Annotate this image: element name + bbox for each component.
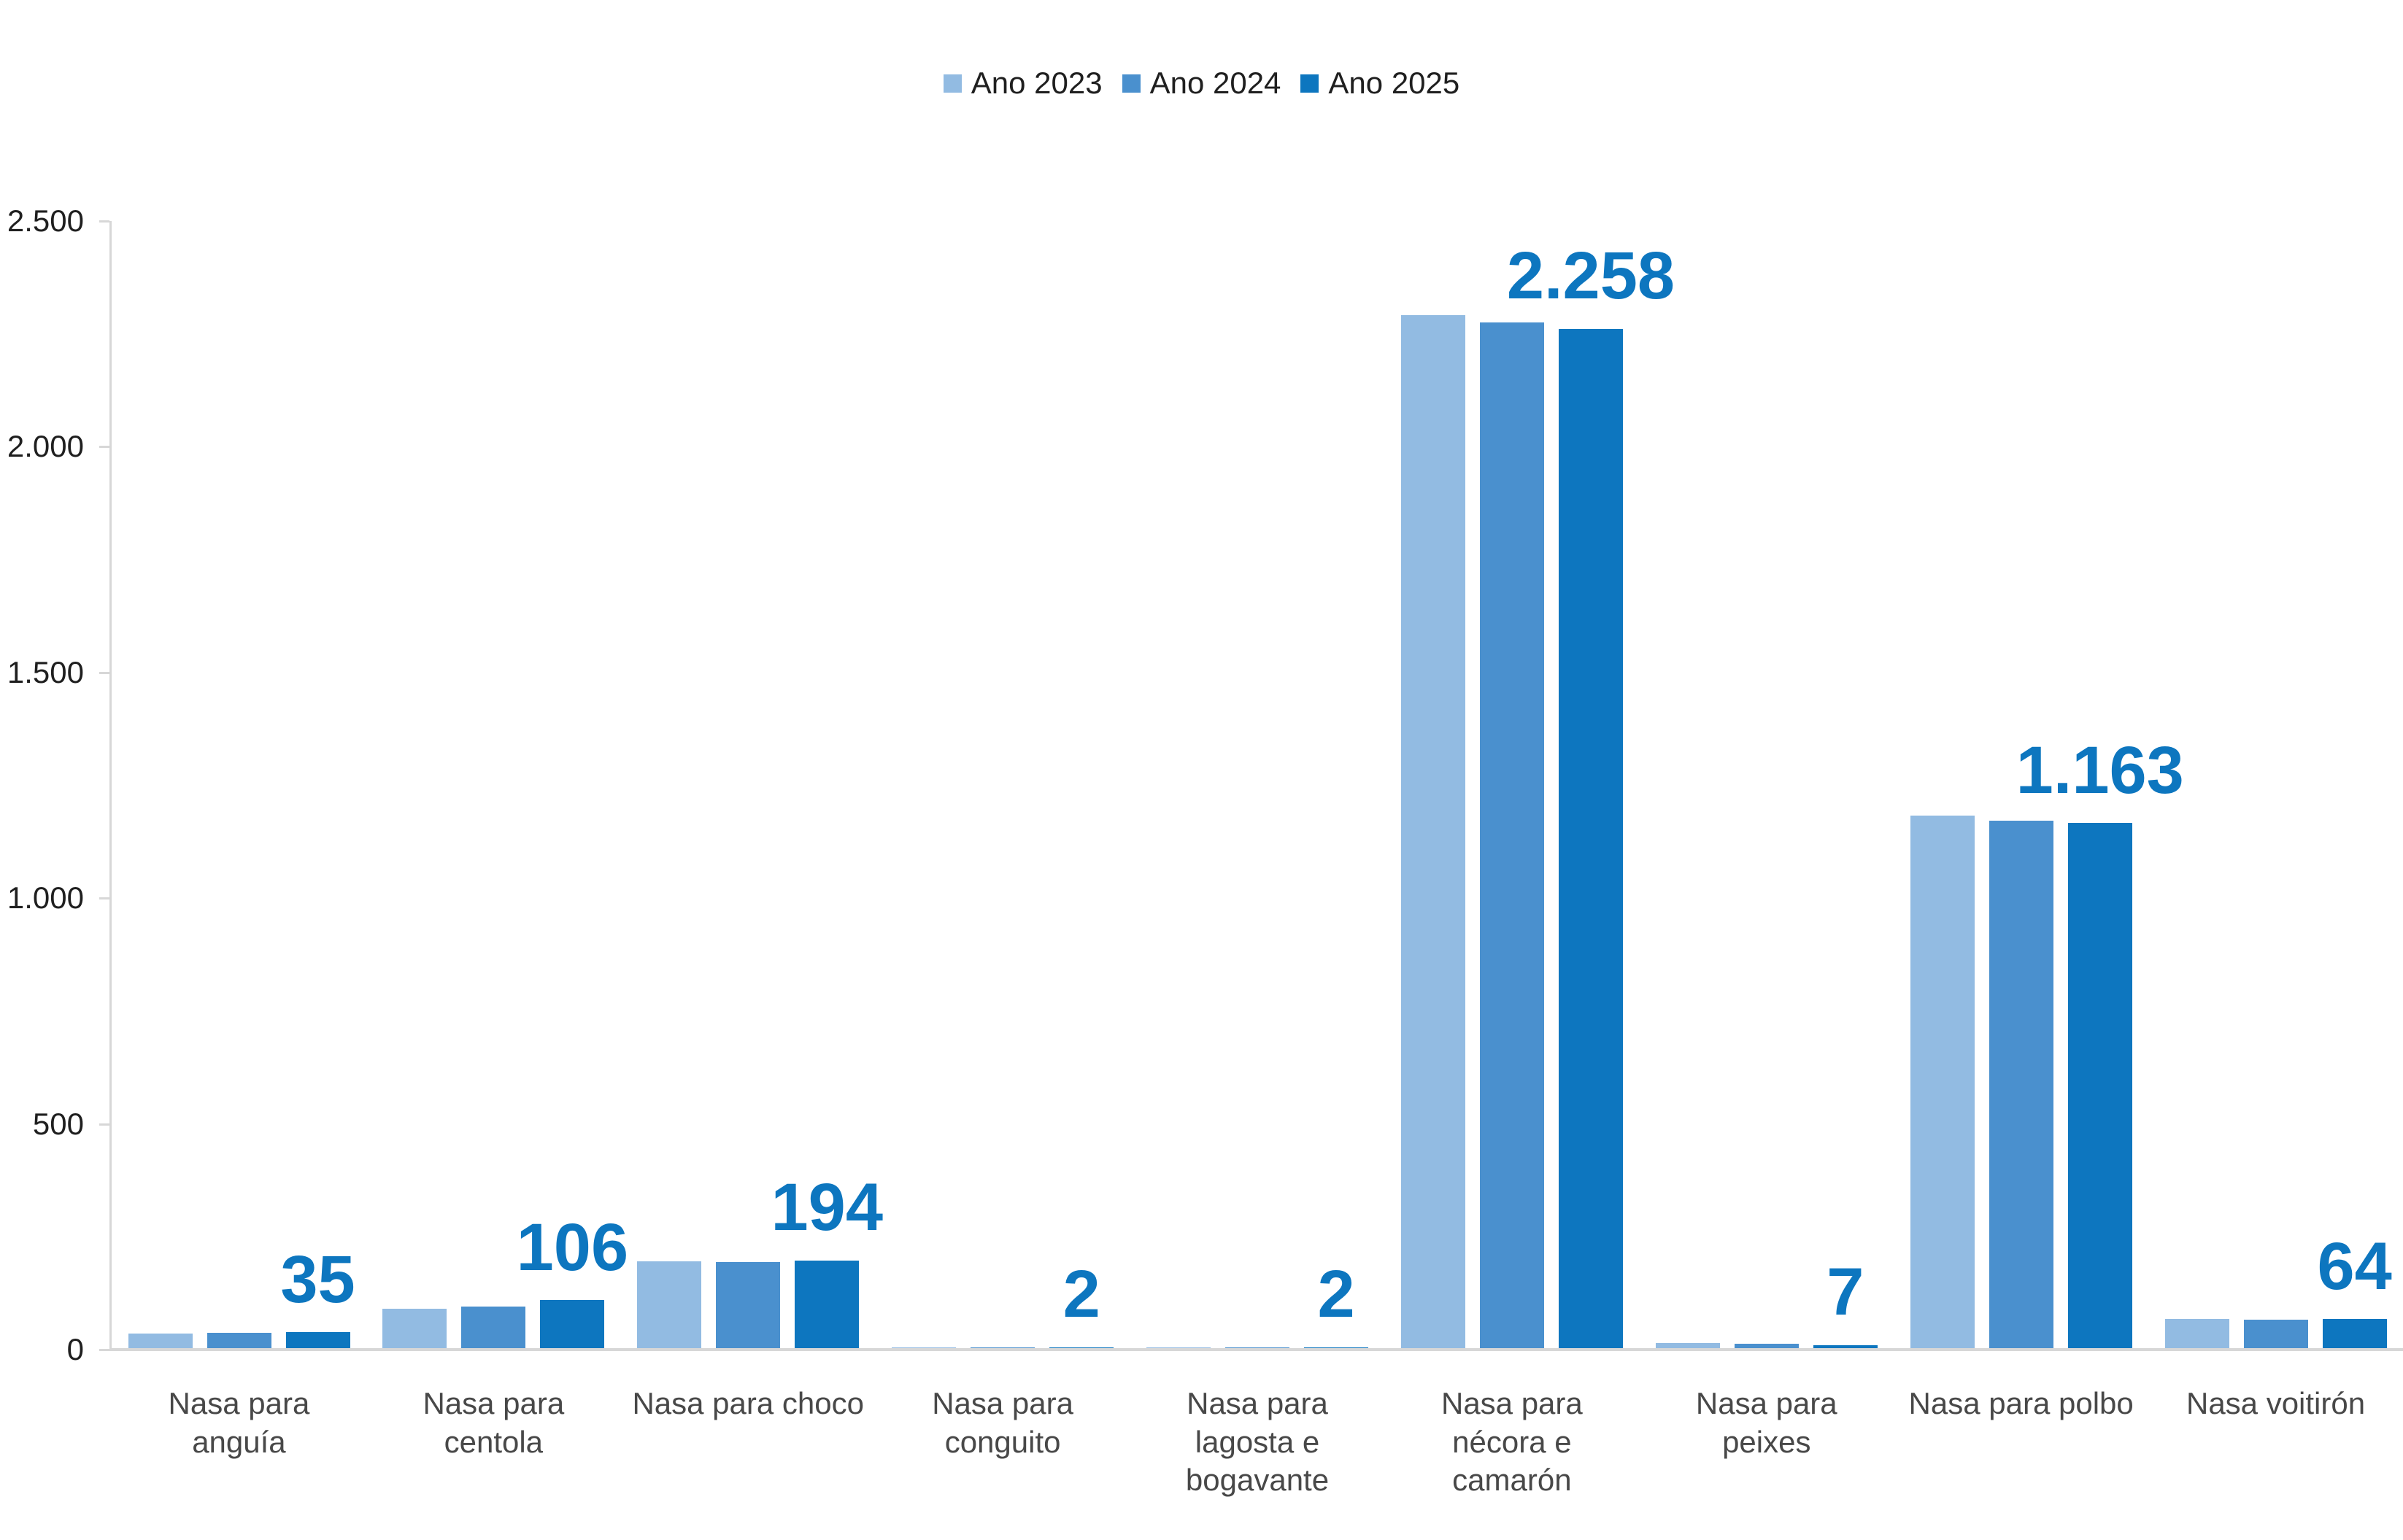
y-axis-tick — [99, 1123, 109, 1126]
y-axis-tick-label: 1.000 — [7, 881, 84, 916]
legend-item-ano-2024: Ano 2024 — [1122, 68, 1281, 98]
legend-label: Ano 2023 — [971, 66, 1103, 100]
bar — [1558, 329, 1623, 1348]
bar — [1049, 1347, 1114, 1348]
category-label: Nasa para nécora e camarón — [1440, 1386, 1583, 1497]
bar — [1225, 1347, 1290, 1348]
bar — [285, 1332, 350, 1348]
category-label: Nasa para centola — [423, 1386, 565, 1459]
y-axis-tick — [99, 220, 109, 223]
category-label: Nasa para lagosta e bogavante — [1185, 1386, 1330, 1497]
data-label: 1.163 — [2016, 732, 2184, 808]
y-axis-tick — [99, 897, 109, 900]
data-label: 2.258 — [1506, 239, 1675, 313]
bar — [795, 1261, 860, 1348]
bar — [1304, 1347, 1369, 1348]
bar — [2067, 823, 2132, 1348]
bar — [382, 1309, 447, 1348]
y-axis-tick — [99, 446, 109, 449]
bar — [1989, 821, 2053, 1348]
bar — [971, 1347, 1035, 1348]
data-label: 2 — [1317, 1257, 1355, 1332]
bar — [716, 1262, 781, 1348]
data-label: 2 — [1062, 1257, 1100, 1332]
bar — [1655, 1343, 1720, 1348]
bar — [2322, 1319, 2387, 1348]
legend-label: Ano 2024 — [1149, 66, 1281, 100]
bar — [1813, 1345, 1878, 1348]
bar — [2243, 1320, 2308, 1348]
bar — [2164, 1319, 2229, 1348]
legend-label: Ano 2025 — [1328, 66, 1460, 100]
bar — [1734, 1344, 1799, 1348]
bar — [892, 1347, 957, 1348]
data-label: 64 — [2317, 1228, 2392, 1304]
data-label: 7 — [1827, 1254, 1864, 1329]
category-label: Nasa para polbo — [1908, 1386, 2134, 1420]
bar — [1479, 322, 1544, 1348]
category-label: Nasa voitirón — [2186, 1386, 2366, 1420]
category-label: Nasa para anguía — [168, 1386, 310, 1459]
category-label: Nasa para choco — [632, 1386, 864, 1420]
y-axis-tick — [99, 1349, 109, 1351]
data-label: 106 — [516, 1210, 629, 1285]
legend-swatch-icon — [943, 74, 962, 93]
bar — [128, 1334, 193, 1348]
legend-item-ano-2025: Ano 2025 — [1300, 68, 1459, 98]
x-axis-line — [109, 1348, 2403, 1351]
bar — [1910, 816, 1975, 1348]
bar — [207, 1333, 271, 1348]
data-label: 35 — [280, 1242, 355, 1317]
legend-swatch-icon — [1122, 74, 1141, 93]
y-axis-tick-label: 1.500 — [7, 654, 84, 689]
bar — [1146, 1347, 1211, 1348]
y-axis-tick-label: 2.000 — [7, 429, 84, 464]
category-label: Nasa para conguito — [932, 1386, 1073, 1459]
y-axis-tick-label: 0 — [66, 1332, 84, 1366]
bar — [461, 1307, 526, 1348]
y-axis-tick-label: 2.500 — [7, 204, 84, 238]
bar — [1400, 315, 1465, 1348]
y-axis-tick — [99, 671, 109, 674]
y-axis-line — [109, 221, 112, 1350]
legend-item-ano-2023: Ano 2023 — [943, 66, 1103, 100]
chart-legend: Ano 2023 Ano 2024 Ano 2025 — [0, 68, 2403, 98]
category-label: Nasa para peixes — [1695, 1386, 1837, 1459]
y-axis-tick-label: 500 — [32, 1106, 84, 1141]
legend-swatch-icon — [1300, 74, 1319, 93]
data-label: 194 — [771, 1170, 884, 1245]
bar — [637, 1261, 702, 1348]
bar — [540, 1300, 605, 1348]
